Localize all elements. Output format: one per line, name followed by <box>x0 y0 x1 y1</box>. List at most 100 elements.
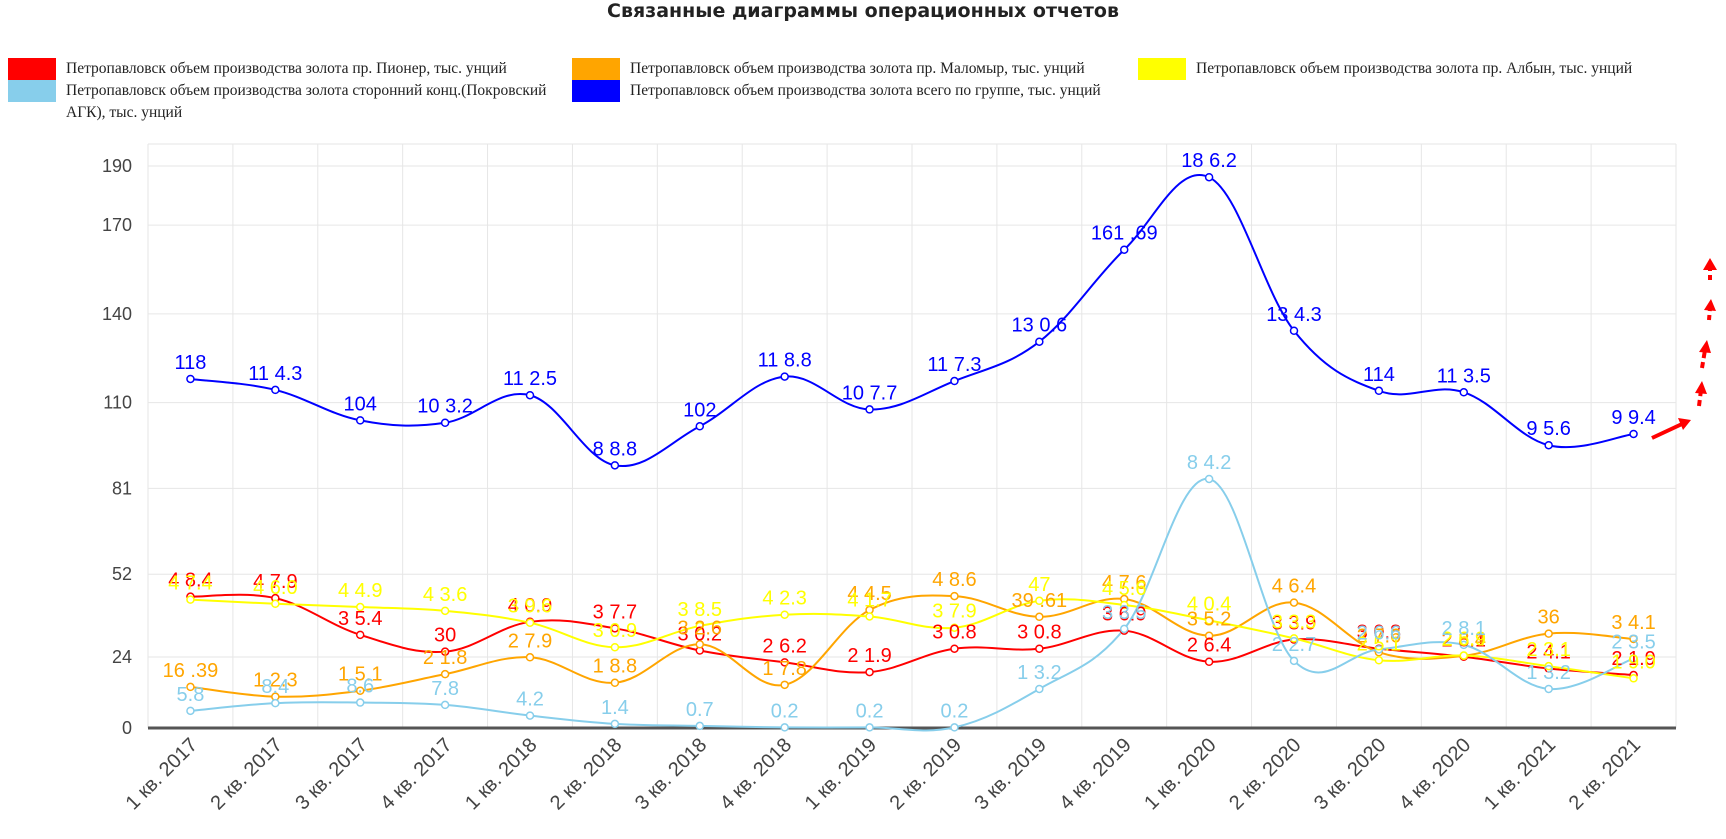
data-point-total <box>1374 386 1384 396</box>
data-label-malomyr: 1 2.3 <box>253 670 297 692</box>
data-point-malomyr <box>695 640 705 649</box>
red-arrow-annotations <box>1651 258 1717 440</box>
data-point-malomyr <box>186 682 195 692</box>
data-label-total: 11 4.3 <box>248 363 302 385</box>
data-point-malomyr <box>1629 634 1638 644</box>
data-label-pioneer: 3 0.2 <box>678 624 722 646</box>
data-label-pokrovsky: 8 4.2 <box>1187 452 1231 474</box>
data-label-malomyr: 36 <box>1538 607 1560 629</box>
data-label-albyn: 47 <box>1028 574 1050 596</box>
legend-label-pioneer: Петропавловск объем производства золота … <box>66 60 507 77</box>
data-label-malomyr: 4 4.5 <box>847 583 891 605</box>
data-label-total: 9 5.6 <box>1526 418 1570 440</box>
data-point-pioneer <box>355 630 365 640</box>
legend-swatch-pioneer <box>8 58 56 80</box>
data-point-pioneer <box>610 624 620 633</box>
x-tick-label: 3 кв. 2018 <box>631 734 711 814</box>
data-label-total: 11 7.3 <box>927 354 981 376</box>
data-point-malomyr <box>1035 612 1044 622</box>
data-point-pokrovsky <box>440 700 450 710</box>
data-point-total <box>695 422 705 431</box>
x-tick-label: 4 кв. 2020 <box>1395 734 1475 814</box>
x-tick-label: 1 кв. 2018 <box>461 734 541 814</box>
data-point-total <box>271 385 280 395</box>
data-label-total: 10 3.2 <box>417 396 473 418</box>
data-label-pokrovsky: 8.6 <box>346 676 374 698</box>
data-point-malomyr <box>1544 629 1553 638</box>
red-arrow-icon <box>1699 340 1711 353</box>
data-point-albyn <box>1544 661 1553 671</box>
data-label-albyn: 3 3.3 <box>1272 611 1316 633</box>
x-tick-label: 1 кв. 2020 <box>1140 734 1220 814</box>
data-point-pokrovsky <box>1629 654 1638 663</box>
x-tick-label: 1 кв. 2019 <box>801 734 881 814</box>
data-label-pioneer: 3 0.8 <box>932 622 976 644</box>
data-point-pioneer <box>440 647 450 656</box>
data-label-malomyr: 16 .39 <box>163 660 219 682</box>
data-label-pioneer: 3 5.4 <box>338 608 382 630</box>
data-point-pokrovsky <box>610 719 620 729</box>
data-label-total: 8 8.8 <box>593 438 637 460</box>
chart-title: Связанные диаграммы операционных отчетов <box>607 0 1119 22</box>
chart-grid <box>147 143 1677 729</box>
data-label-malomyr: 3 5.2 <box>1187 609 1231 631</box>
data-label-pokrovsky: 1.4 <box>601 697 629 719</box>
data-label-total: 114 <box>1363 364 1395 386</box>
data-label-albyn: 4 5.6 <box>1102 578 1146 600</box>
legend-label-total: Петропавловск объем производства золота … <box>630 82 1101 99</box>
data-label-malomyr: 1 5.1 <box>338 664 382 686</box>
data-label-pokrovsky: 0.2 <box>941 700 969 722</box>
data-point-albyn <box>1629 674 1638 683</box>
x-tick-label: 3 кв. 2017 <box>291 734 371 814</box>
data-point-pokrovsky <box>1374 645 1384 654</box>
data-label-malomyr: 3 2.6 <box>678 617 722 639</box>
legend-item-pioneer[interactable]: Петропавловск объем производства золота … <box>8 58 507 80</box>
data-point-albyn <box>1204 616 1214 625</box>
data-label-pioneer: 3 0.8 <box>1357 622 1401 644</box>
data-point-malomyr <box>610 678 620 687</box>
data-label-total: 161 .69 <box>1091 223 1158 245</box>
data-point-pokrovsky <box>780 723 789 732</box>
legend-label-malomyr: Петропавловск объем производства золота … <box>630 60 1085 77</box>
data-label-pokrovsky: 2 8.1 <box>1442 618 1486 640</box>
x-tick-label: 2 кв. 2020 <box>1225 734 1305 814</box>
y-tick-label: 140 <box>102 304 132 324</box>
data-label-pokrovsky: 2 6.6 <box>1357 622 1401 644</box>
data-label-pokrovsky: 0.2 <box>856 700 884 722</box>
data-point-malomyr <box>525 653 535 662</box>
data-label-malomyr: 39 .61 <box>1012 590 1068 612</box>
data-point-albyn <box>525 618 535 627</box>
data-point-malomyr <box>950 591 959 601</box>
x-tick-label: 2 кв. 2019 <box>886 734 966 814</box>
data-label-malomyr: 4 7.6 <box>1102 572 1146 594</box>
legend-item-malomyr[interactable]: Петропавловск объем производства золота … <box>572 58 1085 80</box>
legend-swatch-albyn <box>1138 58 1186 80</box>
data-point-malomyr <box>355 686 365 695</box>
x-tick-label: 4 кв. 2017 <box>376 734 456 814</box>
data-point-pokrovsky <box>525 711 535 720</box>
legend-item-pokrovsky[interactable]: Петропавловск объем производства золота … <box>8 80 566 124</box>
x-tick-label: 3 кв. 2019 <box>970 734 1050 814</box>
data-point-total <box>610 461 620 470</box>
data-label-pokrovsky: 0.2 <box>771 700 799 722</box>
data-point-pokrovsky <box>1119 624 1129 634</box>
data-point-pioneer <box>865 667 874 677</box>
data-label-pokrovsky: 7.8 <box>431 678 459 700</box>
data-point-albyn <box>186 595 195 604</box>
data-point-malomyr <box>780 680 789 690</box>
x-tick-label: 4 кв. 2018 <box>716 734 796 814</box>
data-label-pokrovsky: 4.2 <box>516 689 544 711</box>
data-point-pokrovsky <box>1289 656 1299 666</box>
data-label-albyn: 4 4.9 <box>338 580 382 602</box>
data-label-total: 13 0.6 <box>1012 315 1068 337</box>
data-label-total: 9 9.4 <box>1611 407 1655 429</box>
data-label-pokrovsky: 3 3.5 <box>1102 602 1146 624</box>
data-label-malomyr: 2 7.6 <box>1357 625 1401 647</box>
legend-item-albyn[interactable]: Петропавловск объем производства золота … <box>1138 58 1632 80</box>
data-point-albyn <box>610 642 620 652</box>
legend-label-albyn: Петропавловск объем производства золота … <box>1196 60 1633 77</box>
legend-item-total[interactable]: Петропавловск объем производства золота … <box>572 80 1101 102</box>
data-label-pioneer: 4 0.9 <box>508 595 552 617</box>
data-label-pokrovsky: 1 3.2 <box>1526 662 1570 684</box>
